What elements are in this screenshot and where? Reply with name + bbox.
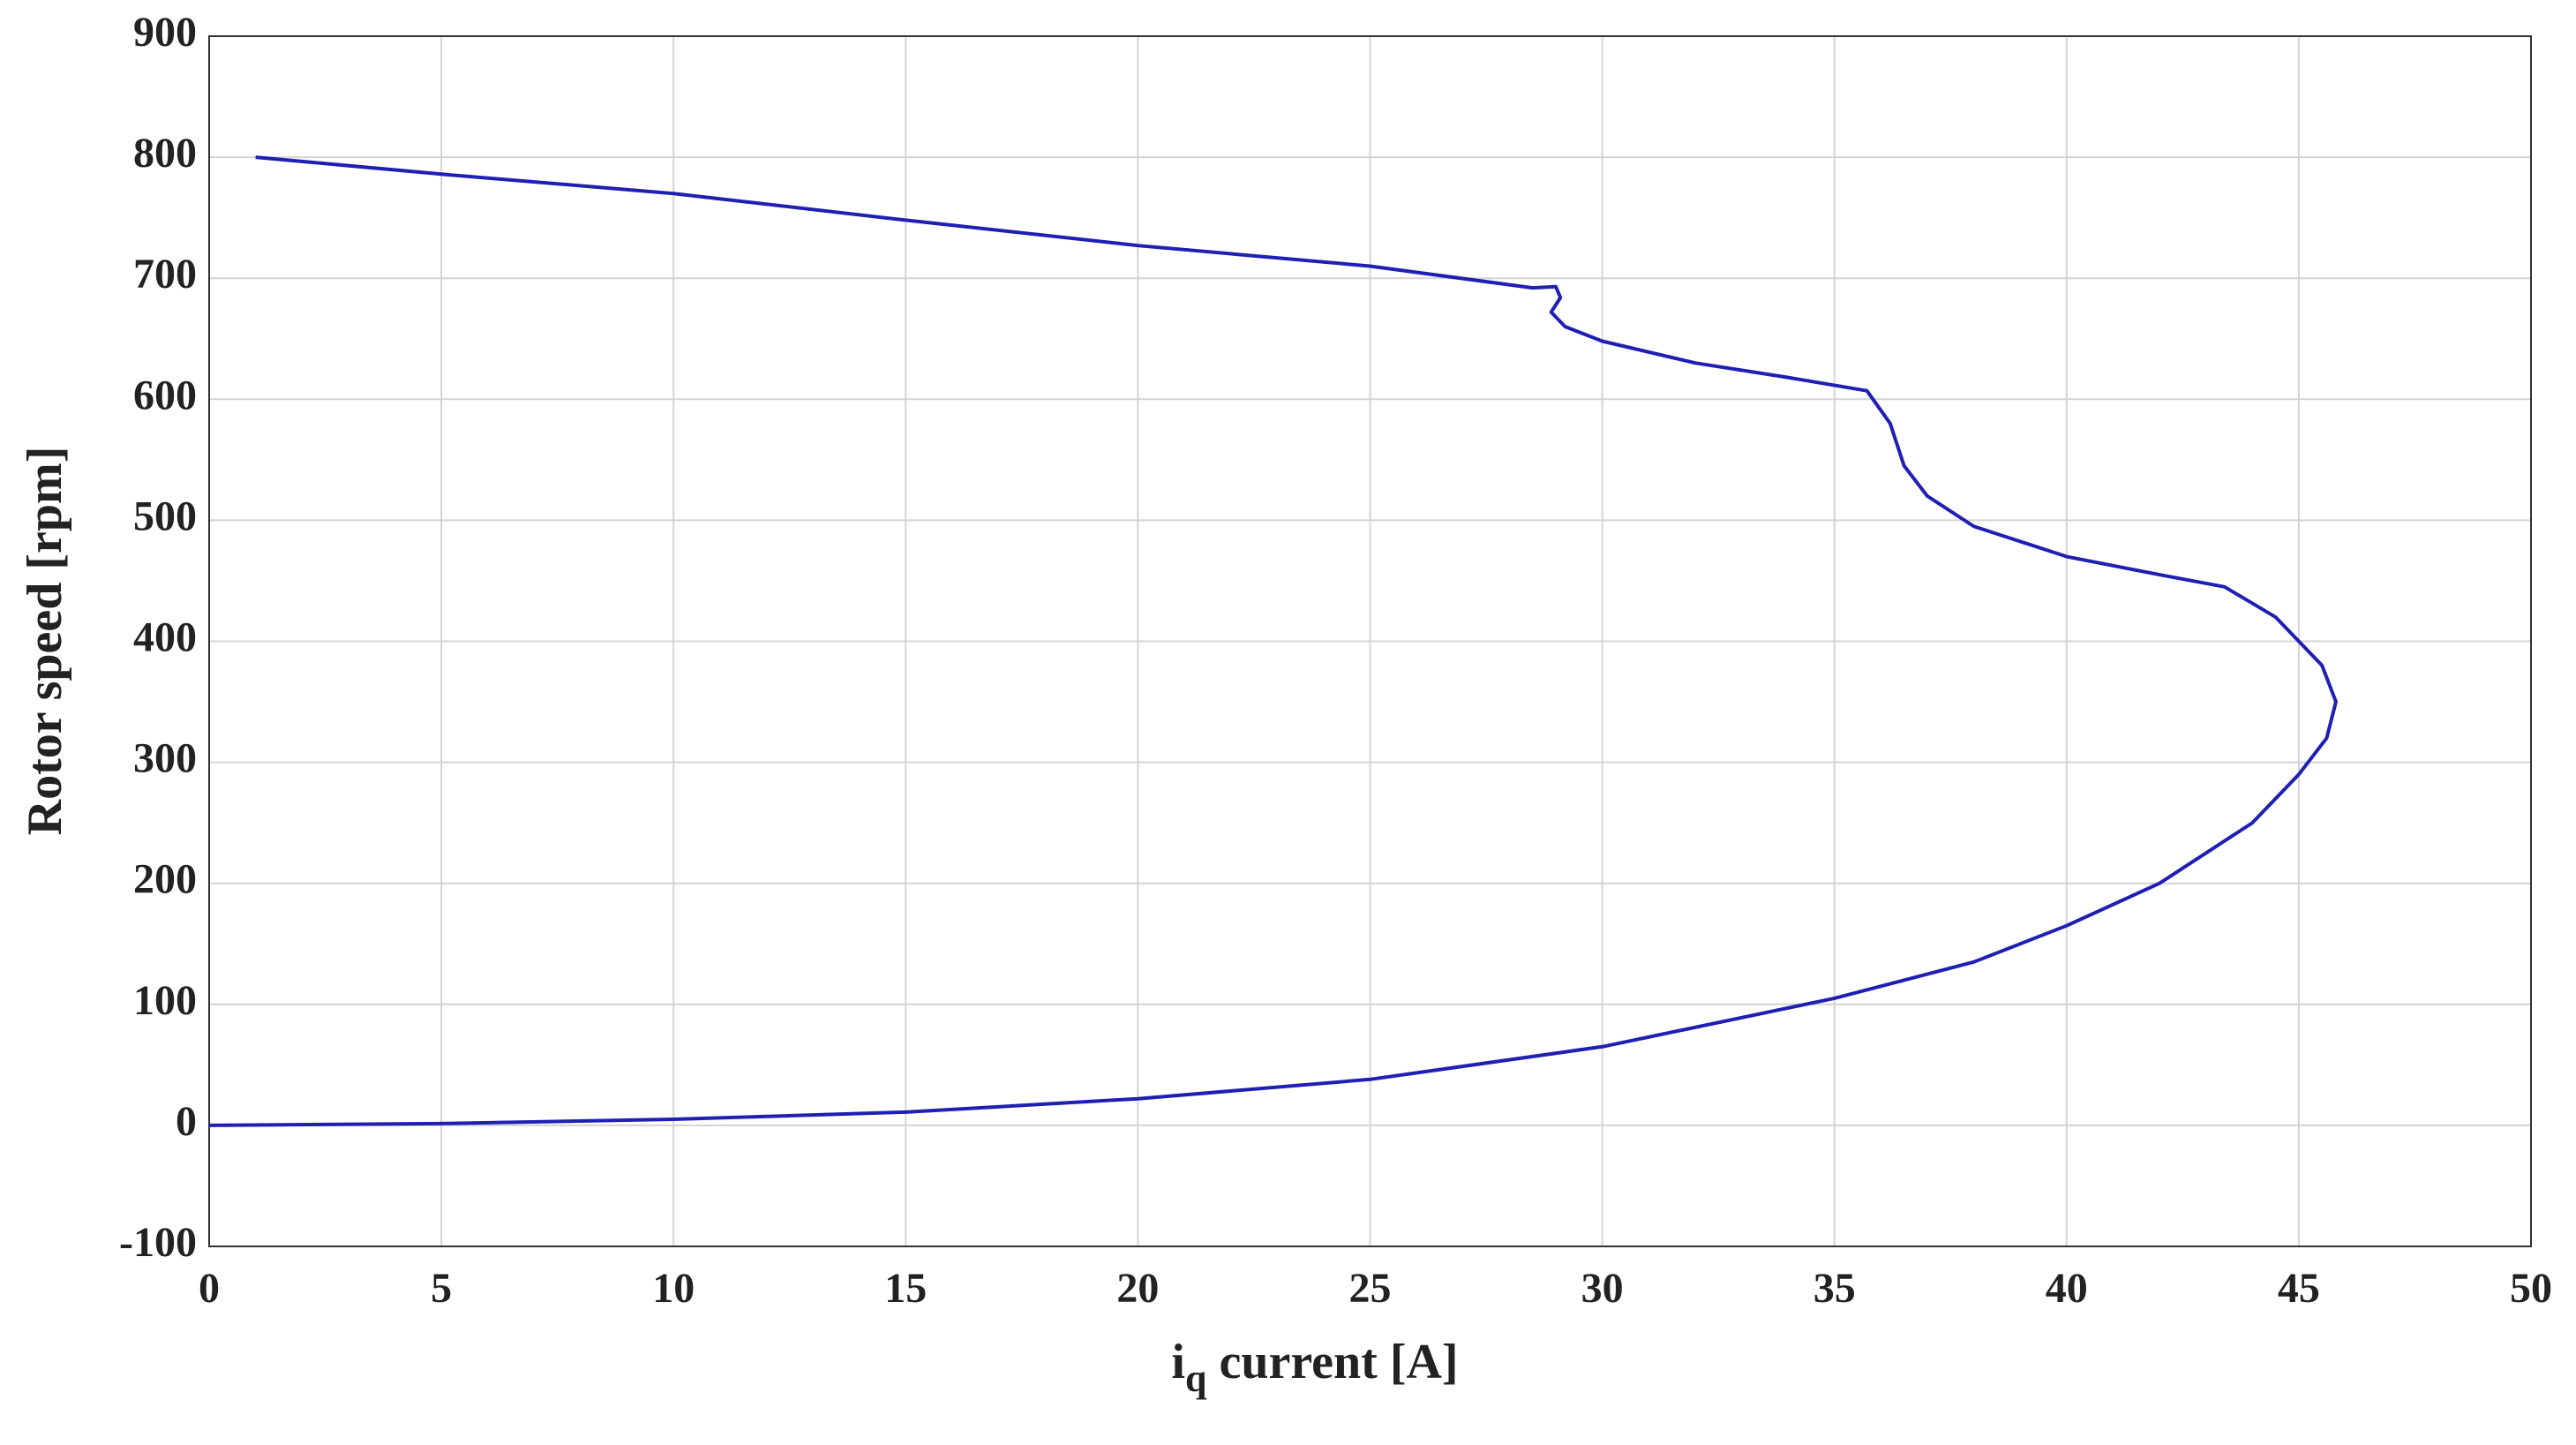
y-tick-label: 700	[133, 251, 197, 297]
y-axis-label: Rotor speed [rpm]	[18, 447, 72, 836]
x-tick-label: 20	[1116, 1265, 1159, 1312]
x-tick-label: 10	[652, 1265, 695, 1312]
x-tick-label: 25	[1349, 1265, 1392, 1312]
x-tick-label: 45	[2278, 1265, 2320, 1312]
x-tick-label: 0	[199, 1265, 220, 1312]
y-tick-label: 500	[133, 493, 197, 539]
x-tick-label: 50	[2510, 1265, 2552, 1312]
y-tick-label: 900	[133, 9, 197, 56]
y-tick-label: 400	[133, 614, 197, 661]
x-label-rest: current [A]	[1219, 1335, 1458, 1389]
plot-frame	[208, 35, 2532, 1247]
x-tick-label: 30	[1581, 1265, 1624, 1312]
x-label-subscript: q	[1185, 1357, 1207, 1400]
y-tick-label: 300	[133, 735, 197, 782]
x-tick-label: 40	[2046, 1265, 2088, 1312]
y-tick-label: -100	[119, 1219, 197, 1266]
y-tick-label: 100	[133, 977, 197, 1024]
x-axis-label: iq current [A]	[1171, 1335, 1458, 1400]
y-tick-label: 600	[133, 372, 197, 418]
y-tick-label: 800	[133, 130, 197, 177]
x-tick-label: 15	[884, 1265, 927, 1312]
x-tick-label: 35	[1814, 1265, 1856, 1312]
data-line	[208, 155, 2338, 1127]
y-tick-label: 200	[133, 856, 197, 903]
y-tick-label: 0	[176, 1098, 197, 1145]
x-label-main: i	[1171, 1335, 1185, 1389]
x-tick-label: 5	[431, 1265, 452, 1312]
